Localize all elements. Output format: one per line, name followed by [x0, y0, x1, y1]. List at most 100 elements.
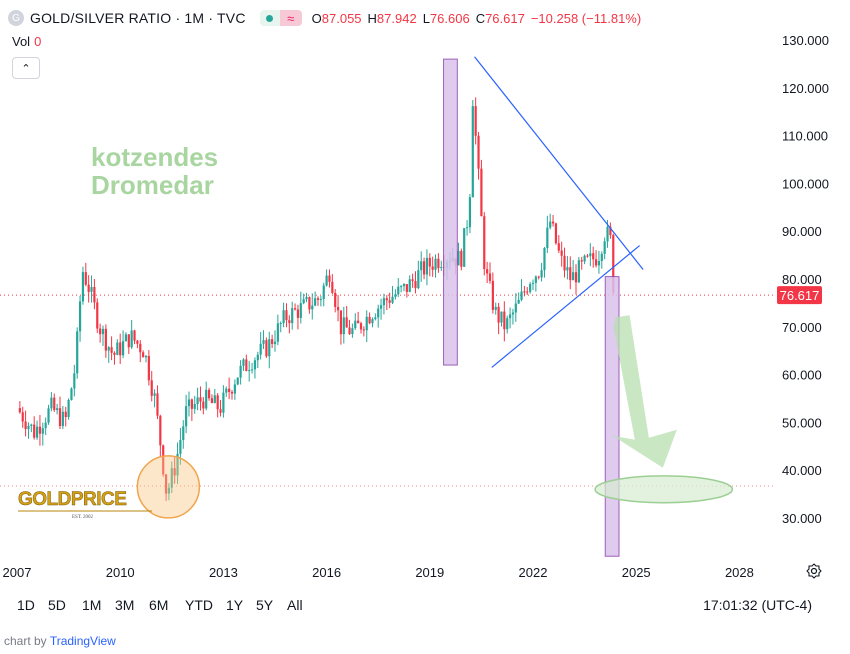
range-1y[interactable]: 1Y — [226, 597, 244, 613]
candle-body — [96, 302, 99, 329]
candle — [121, 330, 125, 359]
candle-body — [33, 424, 36, 438]
candle-body — [359, 323, 363, 330]
ohlc-close: C76.617 — [476, 11, 525, 26]
symbol-title[interactable]: GOLD/SILVER RATIO · 1M · TVC — [30, 10, 246, 26]
x-tick-label: 2025 — [622, 565, 651, 580]
candle-body — [331, 281, 334, 293]
candle-body — [311, 305, 314, 310]
candle-body — [600, 253, 603, 261]
candle — [379, 298, 383, 320]
clock-timezone[interactable]: 17:01:32 (UTC-4) — [703, 597, 812, 613]
candle-body — [81, 272, 85, 302]
ohlc-label: H — [367, 10, 377, 26]
candle — [288, 315, 291, 334]
range-1d[interactable]: 1D — [17, 597, 35, 613]
candle — [500, 311, 503, 327]
candle-body — [56, 408, 59, 411]
candle — [187, 391, 191, 417]
ohlc-value: 76.606 — [429, 10, 470, 26]
candle — [285, 303, 288, 328]
candle — [219, 399, 222, 417]
candle — [87, 275, 90, 303]
x-tick-label: 2028 — [725, 565, 754, 580]
y-tick-label: 100.000 — [782, 176, 829, 191]
candle-body — [594, 259, 598, 266]
candle — [99, 323, 102, 343]
candle — [56, 403, 59, 415]
candle-body — [540, 270, 543, 278]
candle — [529, 281, 532, 294]
candle-body — [67, 399, 70, 417]
candle — [391, 285, 394, 305]
candle-body — [609, 226, 612, 236]
candle-body — [408, 279, 411, 292]
candle — [47, 404, 50, 425]
candle — [477, 132, 480, 180]
candle — [133, 329, 136, 345]
candle-body — [167, 487, 171, 494]
range-all[interactable]: All — [287, 597, 303, 613]
target-zone-ellipse — [594, 475, 734, 504]
candle — [207, 387, 211, 401]
candle-body — [73, 373, 76, 389]
candle — [520, 279, 523, 302]
candle-body — [253, 360, 257, 370]
candle-body — [190, 399, 193, 409]
candle-body — [354, 320, 357, 329]
candle-body — [520, 291, 523, 300]
candle-body — [291, 308, 294, 324]
settings-icon[interactable] — [806, 563, 822, 579]
y-axis[interactable]: 130.000 120.000 110.000 100.000 90.000 80.000… — [777, 33, 829, 526]
candle-body — [30, 424, 33, 426]
x-axis[interactable]: 2007 2010 2013 2016 2019 2022 2025 2028 — [3, 565, 754, 580]
candle-body — [365, 316, 368, 331]
market-status[interactable]: ≈ — [259, 10, 302, 26]
candle — [167, 483, 171, 501]
y-tick-label: 70.000 — [782, 320, 822, 335]
range-5d[interactable]: 5D — [48, 597, 66, 613]
candle — [546, 215, 549, 253]
range-1m[interactable]: 1M — [82, 597, 102, 613]
candle — [250, 362, 254, 374]
candle-body — [205, 389, 208, 409]
candle-body — [316, 298, 320, 300]
candle — [293, 303, 297, 311]
candle — [164, 474, 168, 501]
symbol-logo-icon[interactable]: G — [8, 10, 24, 26]
candle — [136, 339, 139, 349]
x-tick-label: 2019 — [415, 565, 444, 580]
candle-body — [121, 341, 125, 356]
range-3m[interactable]: 3M — [115, 597, 135, 613]
range-5y[interactable]: 5Y — [256, 597, 274, 613]
candle — [147, 350, 150, 386]
candle — [38, 415, 42, 446]
credit-brand[interactable]: TradingView — [49, 634, 116, 648]
candle — [93, 279, 96, 310]
candle — [457, 242, 460, 266]
candle — [262, 330, 265, 349]
candle — [21, 406, 24, 428]
candle-body — [228, 388, 231, 392]
candle — [425, 249, 429, 286]
range-6m[interactable]: 6M — [149, 597, 169, 613]
candle — [127, 334, 130, 354]
candle — [61, 405, 64, 429]
candle-body — [207, 389, 211, 399]
range-ytd[interactable]: YTD — [185, 597, 213, 613]
candle-body — [101, 328, 105, 335]
candle-body — [213, 395, 216, 404]
tradingview-credit[interactable]: chart by TradingView — [4, 634, 116, 648]
triangle-upper-line — [474, 56, 644, 270]
candle-body — [523, 291, 526, 293]
candle-body — [417, 270, 420, 289]
candle-body — [61, 411, 64, 427]
candle — [600, 251, 603, 269]
ohlc-low: L76.606 — [423, 11, 470, 26]
candle-body — [574, 272, 578, 283]
candle — [96, 298, 99, 333]
candle — [104, 324, 107, 358]
collapse-legend-button[interactable]: ⌃ — [12, 57, 40, 79]
candle — [268, 331, 271, 369]
